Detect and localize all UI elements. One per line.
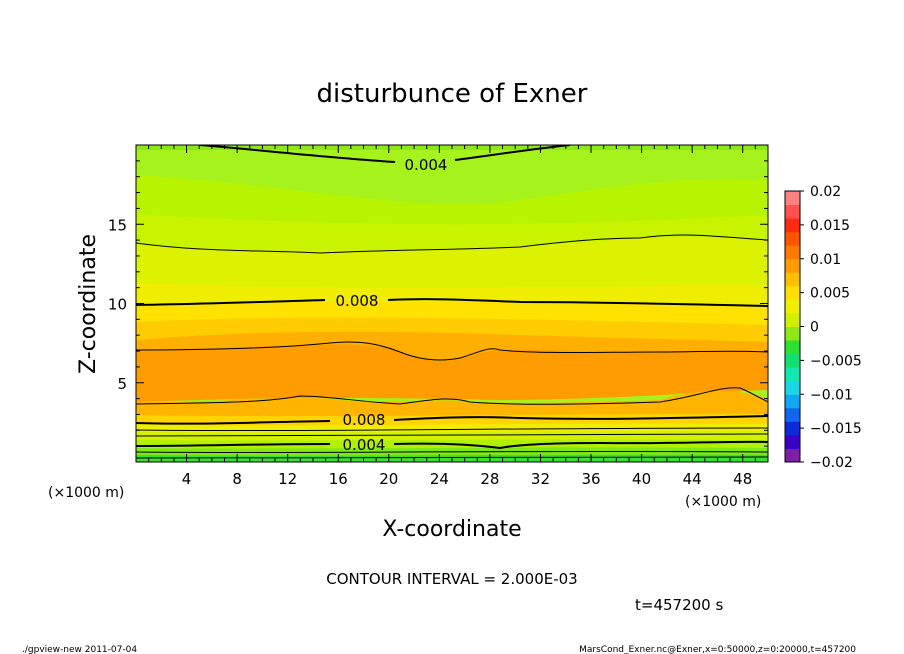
x-tick-label: 20 [379,470,398,488]
colorbar-swatch [785,394,800,409]
colorbar-label: 0.01 [810,252,841,268]
contour-line [136,450,768,454]
contour-field [136,145,768,462]
colorbar-swatch [785,312,800,327]
y-axis-label: Z-coordinate [76,234,101,374]
contour-line [136,387,768,405]
colorbar-swatch [785,299,800,314]
colorbar-label: 0.015 [810,218,850,234]
colorbar-label: 0.005 [810,286,850,302]
contour-line [136,415,768,425]
x-tick-label: 4 [182,470,192,488]
x-ticks: 4 8 12 16 20 24 28 32 36 40 44 48 [148,145,756,488]
x-tick-label: 44 [683,470,702,488]
colorbar-swatch [785,218,800,233]
x-axis-label: X-coordinate [382,517,521,542]
colorbar-swatch [785,191,800,206]
colorbar-swatch [785,285,800,300]
band-orange [136,344,768,402]
contour-line [136,234,768,254]
contour-line [199,145,571,163]
chart-title: disturbunce of Exner [317,79,588,109]
footer-right: MarsCond_Exner.nc@Exner,x=0:50000,z=0:20… [579,645,856,654]
x-tick-label: 40 [632,470,651,488]
colorbar-swatch [785,258,800,273]
contour-label: 0.008 [336,292,379,310]
colorbar-swatch [785,421,800,436]
y-tick-label: 10 [108,296,127,314]
colorbar: 0.02 0.015 0.01 0.005 0 −0.005 −0.01 −0.015 −0.0… [784,184,862,471]
colorbar-swatch [785,231,800,246]
contour-label: 0.004 [343,436,386,454]
colorbar-swatch [785,340,800,355]
band-yellow-green [136,236,768,300]
band-orange-lower [136,390,768,418]
x-tick-label: 8 [232,470,242,488]
x-tick-label: 36 [581,470,600,488]
contour-line [136,298,768,307]
colorbar-swatch [785,448,800,463]
contour-interval: CONTOUR INTERVAL = 2.000E-03 [326,570,577,588]
colorbar-swatch [785,272,800,287]
x-tick-label: 48 [733,470,752,488]
colorbar-label: −0.005 [810,353,862,369]
x-unit-left: (×1000 m) [48,485,124,501]
colorbar-label: −0.015 [810,421,862,437]
x-tick-label: 28 [480,470,499,488]
contour-line [136,433,768,437]
contour-line [136,440,768,450]
x-tick-label: 12 [278,470,297,488]
contour-line [136,456,768,459]
y-ticks: 5 10 15 [108,160,768,447]
colorbar-swatch [785,367,800,382]
colorbar-swatch [785,245,800,260]
contour-line [136,341,768,361]
colorbar-swatch [785,407,800,422]
contour-labels: 0.004 0.008 0.008 0.004 [336,156,448,454]
y-tick-label: 5 [117,375,127,393]
colorbar-swatch [785,434,800,449]
y-tick-label: 15 [108,216,127,234]
colorbar-swatch [785,353,800,368]
colorbar-label: 0 [810,320,819,336]
time-label: t=457200 s [635,596,723,614]
footer-left: ./gpview-new 2011-07-04 [22,645,137,654]
contour-label: 0.008 [343,411,386,429]
x-tick-label: 24 [430,470,449,488]
x-unit-right: (×1000 m) [685,494,761,510]
colorbar-label: 0.02 [810,184,841,200]
colorbar-label: −0.02 [810,455,853,471]
colorbar-label: −0.01 [810,387,853,403]
x-tick-label: 16 [329,470,348,488]
x-tick-label: 32 [531,470,550,488]
colorbar-swatch [785,380,800,395]
contour-line [136,427,768,432]
colorbar-swatch [785,204,800,219]
colorbar-swatch [785,326,800,341]
contour-label: 0.004 [405,156,448,174]
